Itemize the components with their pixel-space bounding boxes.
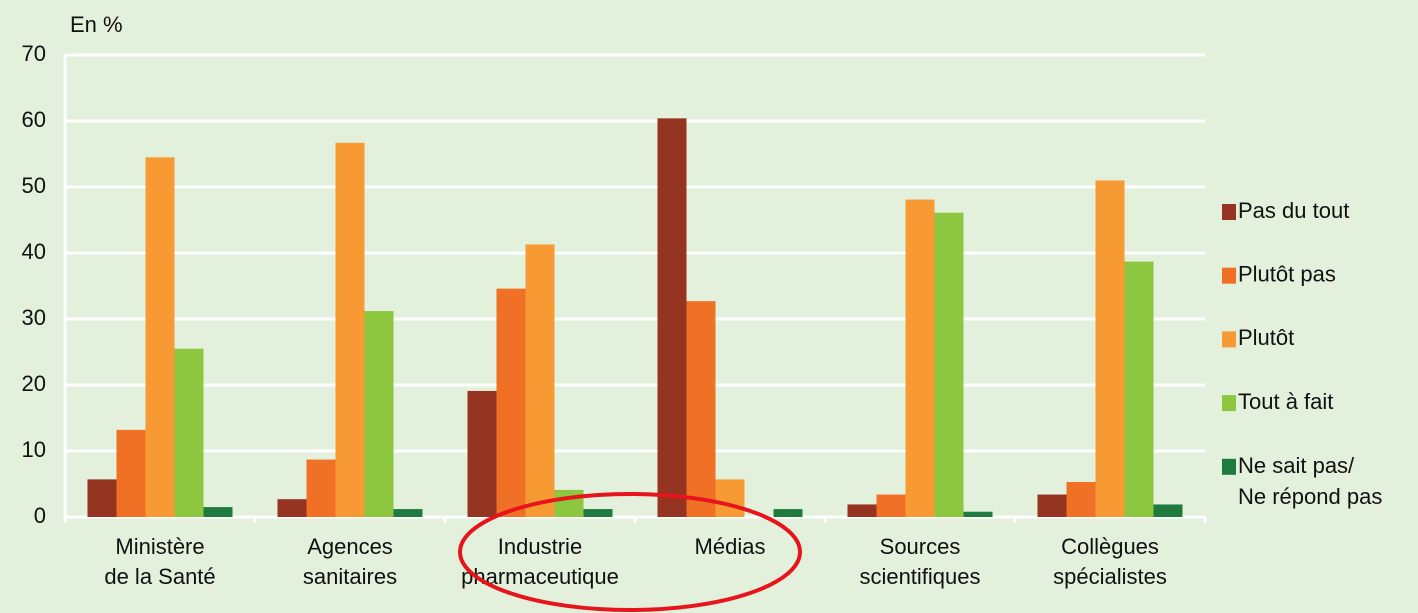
x-tick-label: Ministère de la Santé [104, 534, 215, 589]
bar [554, 489, 584, 517]
bar [1037, 494, 1067, 517]
bar [335, 142, 365, 517]
bar [876, 494, 906, 517]
bar [715, 479, 745, 517]
bar [87, 479, 117, 517]
bar [905, 199, 935, 518]
x-tick-label: Collègues spécialistes [1053, 534, 1167, 589]
legend-label: Pas du tout [1238, 198, 1349, 223]
legend-label: Plutôt [1238, 325, 1294, 350]
x-tick-label: Agences sanitaires [303, 534, 397, 589]
bar [1153, 504, 1183, 517]
bar [934, 212, 964, 518]
legend-swatch [1222, 395, 1236, 412]
highlight-ellipse [458, 492, 802, 612]
bar [496, 288, 526, 517]
bar [847, 504, 877, 517]
bar [1124, 261, 1154, 517]
x-tick-label: Médias [695, 534, 766, 559]
plot: 0 10 20 30 40 50 60 70 Ministère de la Santé Agenc… [22, 41, 1383, 589]
legend-label: Plutôt pas [1238, 262, 1336, 287]
bar [364, 311, 394, 517]
bar [145, 157, 175, 518]
y-tick-label: 20 [22, 371, 46, 396]
bar [467, 390, 497, 517]
bar [174, 348, 204, 517]
bar [393, 509, 423, 517]
bar [657, 118, 687, 518]
bar [1095, 180, 1125, 517]
bar [116, 429, 146, 517]
legend-swatch [1222, 267, 1236, 284]
bar [773, 509, 803, 517]
legend-label: Tout à fait [1238, 389, 1333, 414]
legend-swatch [1222, 458, 1236, 475]
y-axis-label: En % [70, 12, 123, 37]
legend-swatch [1222, 204, 1236, 220]
legend-label: Ne sait pas/Ne répond pas [1238, 453, 1382, 509]
y-tick-label: 0 [34, 503, 46, 528]
bar [1066, 482, 1096, 517]
y-tick-label: 70 [22, 41, 46, 66]
y-tick-label: 30 [22, 305, 46, 330]
bar [203, 507, 233, 517]
bar [963, 511, 993, 517]
y-tick-label: 10 [22, 437, 46, 462]
bar [686, 301, 716, 517]
bar [277, 499, 307, 517]
x-tick-label: Sources scientifiques [859, 534, 980, 589]
bar [306, 459, 336, 517]
bar [525, 244, 555, 518]
legend-swatch [1222, 331, 1236, 348]
y-tick-label: 50 [22, 173, 46, 198]
bar [583, 509, 613, 517]
y-tick-label: 60 [22, 107, 46, 132]
y-tick-label: 40 [22, 239, 46, 264]
